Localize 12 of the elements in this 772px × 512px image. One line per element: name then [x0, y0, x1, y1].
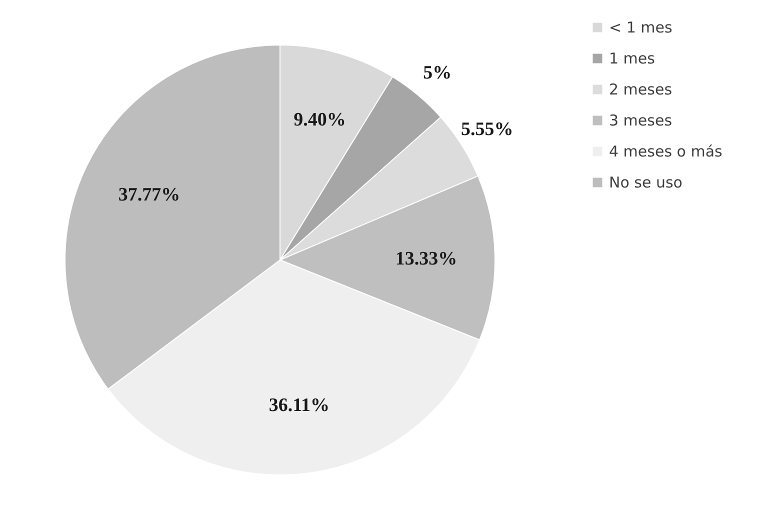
legend-label: 1 mes	[609, 50, 656, 68]
data-label: 5%	[423, 62, 452, 84]
legend-label: No se uso	[609, 174, 682, 192]
data-label: 13.33%	[395, 248, 458, 270]
legend-label: 4 meses o más	[609, 142, 723, 160]
data-label: 36.11%	[268, 394, 330, 416]
legend-label: 3 meses	[609, 112, 672, 130]
data-label: 5.55%	[460, 119, 514, 140]
data-label: 9.40%	[294, 109, 346, 130]
legend-label: 2 meses	[609, 80, 672, 98]
data-label: 37.77%	[118, 184, 180, 206]
legend-label: < 1 mes	[609, 18, 672, 36]
